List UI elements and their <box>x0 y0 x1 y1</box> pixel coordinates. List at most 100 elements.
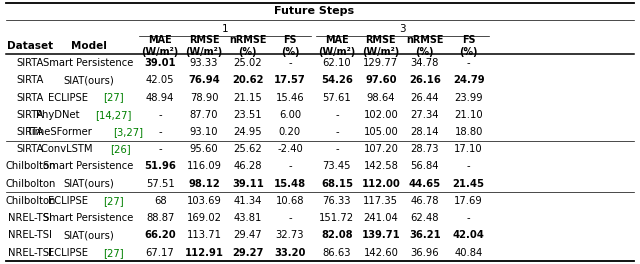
Text: nRMSE
(%): nRMSE (%) <box>229 35 267 56</box>
Text: 32.73: 32.73 <box>276 230 304 241</box>
Text: 28.73: 28.73 <box>410 144 439 154</box>
Text: 142.58: 142.58 <box>364 162 398 172</box>
Text: ECLIPSE: ECLIPSE <box>48 248 92 258</box>
Text: 57.61: 57.61 <box>323 92 351 102</box>
Text: 10.68: 10.68 <box>276 196 304 206</box>
Text: 103.69: 103.69 <box>186 196 221 206</box>
Text: [27]: [27] <box>103 92 124 102</box>
Text: 24.95: 24.95 <box>234 127 262 137</box>
Text: 21.45: 21.45 <box>452 179 484 189</box>
Text: -2.40: -2.40 <box>277 144 303 154</box>
Text: 29.27: 29.27 <box>232 248 264 258</box>
Text: 46.78: 46.78 <box>410 196 439 206</box>
Text: 76.94: 76.94 <box>188 75 220 85</box>
Text: 73.45: 73.45 <box>323 162 351 172</box>
Text: SIRTA: SIRTA <box>17 92 44 102</box>
Text: -: - <box>158 127 162 137</box>
Text: 78.90: 78.90 <box>189 92 218 102</box>
Text: -: - <box>288 213 292 223</box>
Text: 46.28: 46.28 <box>234 162 262 172</box>
Text: SIRTA: SIRTA <box>17 127 44 137</box>
Text: 24.79: 24.79 <box>453 75 484 85</box>
Text: 107.20: 107.20 <box>364 144 398 154</box>
Text: [26]: [26] <box>110 144 131 154</box>
Text: 42.05: 42.05 <box>146 75 174 85</box>
Text: 98.12: 98.12 <box>188 179 220 189</box>
Text: 17.57: 17.57 <box>274 75 306 85</box>
Text: Smart Persistence: Smart Persistence <box>44 213 134 223</box>
Text: 41.34: 41.34 <box>234 196 262 206</box>
Text: 20.62: 20.62 <box>232 75 264 85</box>
Text: 25.62: 25.62 <box>234 144 262 154</box>
Text: 93.33: 93.33 <box>190 58 218 68</box>
Text: 112.91: 112.91 <box>184 248 223 258</box>
Text: 129.77: 129.77 <box>364 58 399 68</box>
Text: 34.78: 34.78 <box>410 58 439 68</box>
Text: Chilbolton: Chilbolton <box>5 196 56 206</box>
Text: RMSE
(W/m²): RMSE (W/m²) <box>362 35 399 56</box>
Text: 87.70: 87.70 <box>189 110 218 120</box>
Text: SIAT(ours): SIAT(ours) <box>63 230 114 241</box>
Text: 95.60: 95.60 <box>189 144 218 154</box>
Text: 15.48: 15.48 <box>274 179 306 189</box>
Text: Chilbolton: Chilbolton <box>5 179 56 189</box>
Text: -: - <box>158 144 162 154</box>
Text: SIAT(ours): SIAT(ours) <box>63 75 114 85</box>
Text: FS
(%): FS (%) <box>460 35 478 56</box>
Text: 23.51: 23.51 <box>234 110 262 120</box>
Text: 82.08: 82.08 <box>321 230 353 241</box>
Text: 57.51: 57.51 <box>146 179 175 189</box>
Text: 26.44: 26.44 <box>410 92 439 102</box>
Text: 116.09: 116.09 <box>186 162 221 172</box>
Text: SIRTA: SIRTA <box>17 58 44 68</box>
Text: 39.01: 39.01 <box>144 58 176 68</box>
Text: SIAT(ours): SIAT(ours) <box>63 179 114 189</box>
Text: 112.00: 112.00 <box>362 179 400 189</box>
Text: 17.10: 17.10 <box>454 144 483 154</box>
Text: 27.34: 27.34 <box>410 110 439 120</box>
Text: 151.72: 151.72 <box>319 213 355 223</box>
Text: 68: 68 <box>154 196 166 206</box>
Text: -: - <box>288 162 292 172</box>
Text: 1: 1 <box>221 23 228 34</box>
Text: 21.15: 21.15 <box>234 92 262 102</box>
Text: 40.84: 40.84 <box>454 248 483 258</box>
Text: SIRTA: SIRTA <box>17 110 44 120</box>
Text: 86.63: 86.63 <box>323 248 351 258</box>
Text: FS
(%): FS (%) <box>281 35 299 56</box>
Text: 62.48: 62.48 <box>410 213 439 223</box>
Text: 139.71: 139.71 <box>362 230 400 241</box>
Text: Smart Persistence: Smart Persistence <box>44 58 134 68</box>
Text: ECLIPSE: ECLIPSE <box>48 92 92 102</box>
Text: 26.16: 26.16 <box>409 75 441 85</box>
Text: Chilbolton: Chilbolton <box>5 162 56 172</box>
Text: 68.15: 68.15 <box>321 179 353 189</box>
Text: NREL-TSI: NREL-TSI <box>8 230 52 241</box>
Text: 241.04: 241.04 <box>364 213 398 223</box>
Text: MAE
(W/m²): MAE (W/m²) <box>141 35 179 56</box>
Text: 25.02: 25.02 <box>234 58 262 68</box>
Text: 54.26: 54.26 <box>321 75 353 85</box>
Text: 48.94: 48.94 <box>146 92 174 102</box>
Text: 21.10: 21.10 <box>454 110 483 120</box>
Text: 33.20: 33.20 <box>274 248 305 258</box>
Text: SIRTA: SIRTA <box>17 75 44 85</box>
Text: 39.11: 39.11 <box>232 179 264 189</box>
Text: 76.33: 76.33 <box>323 196 351 206</box>
Text: MAE
(W/m²): MAE (W/m²) <box>318 35 356 56</box>
Text: RMSE
(W/m²): RMSE (W/m²) <box>186 35 223 56</box>
Text: [3,27]: [3,27] <box>113 127 143 137</box>
Text: Model: Model <box>70 41 106 51</box>
Text: 113.71: 113.71 <box>186 230 221 241</box>
Text: 0.20: 0.20 <box>279 127 301 137</box>
Text: [27]: [27] <box>103 248 124 258</box>
Text: ConvLSTM: ConvLSTM <box>41 144 95 154</box>
Text: 6.00: 6.00 <box>279 110 301 120</box>
Text: -: - <box>335 127 339 137</box>
Text: Future Steps: Future Steps <box>275 6 355 16</box>
Text: -: - <box>467 213 470 223</box>
Text: PhyDNet: PhyDNet <box>36 110 83 120</box>
Text: 51.96: 51.96 <box>144 162 176 172</box>
Text: 62.10: 62.10 <box>323 58 351 68</box>
Text: 93.10: 93.10 <box>189 127 218 137</box>
